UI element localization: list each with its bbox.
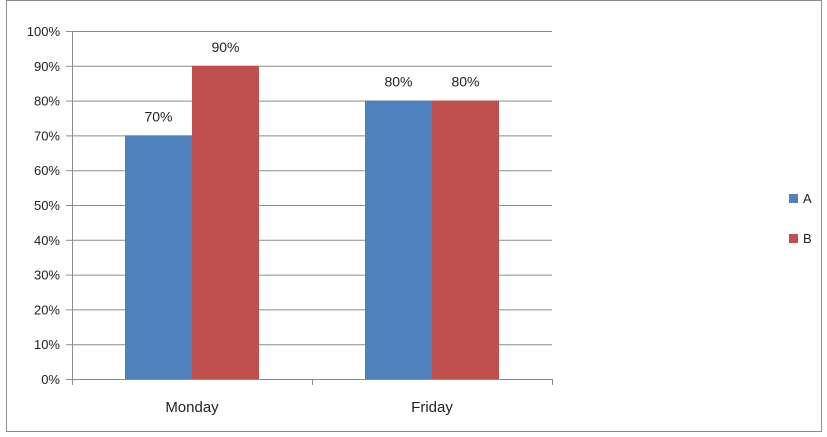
bar-a-monday xyxy=(125,135,192,379)
x-tick-label: Friday xyxy=(411,399,453,416)
y-tick-label: 0% xyxy=(41,372,60,387)
data-label: 90% xyxy=(211,39,239,55)
bars xyxy=(125,65,499,380)
y-tick-label: 70% xyxy=(34,128,60,143)
y-tick-label: 40% xyxy=(34,233,60,248)
y-tick-label: 80% xyxy=(34,94,60,109)
data-label: 80% xyxy=(384,74,412,90)
legend-label-b: B xyxy=(803,231,812,246)
y-tick-label: 10% xyxy=(34,337,60,352)
data-label: 80% xyxy=(451,74,479,90)
legend: AB xyxy=(789,191,812,246)
bar-b-monday xyxy=(192,65,259,380)
bar-a-friday xyxy=(365,100,432,379)
legend-label-a: A xyxy=(803,191,812,206)
bar-b-friday xyxy=(432,100,499,379)
y-tick-label: 100% xyxy=(27,24,61,39)
x-tick-labels: Monday Friday xyxy=(165,399,453,416)
y-tick-label: 60% xyxy=(34,163,60,178)
y-tick-label: 50% xyxy=(34,198,60,213)
legend-swatch-a xyxy=(789,194,798,203)
y-tick-labels: 0% 10% 20% 30% 40% 50% 60% 70% 80% 90% 100% xyxy=(27,24,61,387)
data-labels: 70% 90% 80% 80% xyxy=(144,39,479,125)
x-tick-label: Monday xyxy=(165,399,219,416)
axes xyxy=(66,31,553,385)
legend-swatch-b xyxy=(789,234,798,243)
data-label: 70% xyxy=(144,108,172,124)
y-tick-label: 20% xyxy=(34,302,60,317)
y-tick-label: 90% xyxy=(34,59,60,74)
y-tick-label: 30% xyxy=(34,268,60,283)
